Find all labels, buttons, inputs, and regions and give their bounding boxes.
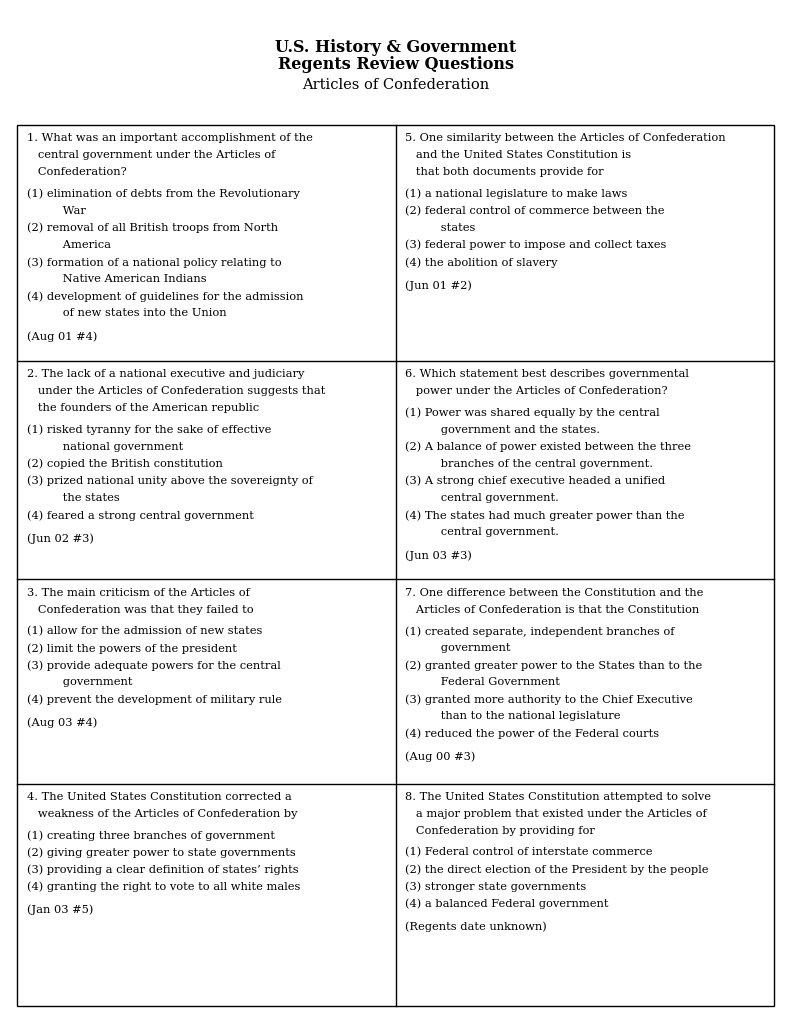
Text: 2. The lack of a national executive and judiciary: 2. The lack of a national executive and … — [27, 369, 305, 379]
Text: (4) prevent the development of military rule: (4) prevent the development of military … — [27, 694, 282, 705]
Text: (3) stronger state governments: (3) stronger state governments — [405, 882, 586, 892]
Text: (Jan 03 #5): (Jan 03 #5) — [27, 904, 93, 915]
Text: Confederation?: Confederation? — [27, 167, 127, 177]
Text: central government.: central government. — [419, 527, 559, 538]
Text: Native American Indians: Native American Indians — [41, 274, 206, 284]
Text: the founders of the American republic: the founders of the American republic — [27, 403, 259, 414]
Text: (2) federal control of commerce between the: (2) federal control of commerce between … — [405, 206, 664, 216]
Text: 1. What was an important accomplishment of the: 1. What was an important accomplishment … — [27, 133, 312, 143]
Text: Confederation by providing for: Confederation by providing for — [405, 826, 595, 836]
Text: (3) prized national unity above the sovereignty of: (3) prized national unity above the sove… — [27, 476, 312, 486]
Text: (4) feared a strong central government: (4) feared a strong central government — [27, 510, 254, 520]
Text: (2) limit the powers of the president: (2) limit the powers of the president — [27, 643, 237, 653]
Text: (4) granting the right to vote to all white males: (4) granting the right to vote to all wh… — [27, 882, 301, 892]
Text: (3) provide adequate powers for the central: (3) provide adequate powers for the cent… — [27, 660, 281, 671]
Text: (4) development of guidelines for the admission: (4) development of guidelines for the ad… — [27, 291, 304, 302]
Text: (1) Federal control of interstate commerce: (1) Federal control of interstate commer… — [405, 847, 653, 858]
Text: (Jun 02 #3): (Jun 02 #3) — [27, 534, 94, 544]
Text: (1) creating three branches of government: (1) creating three branches of governmen… — [27, 830, 275, 841]
Text: (1) Power was shared equally by the central: (1) Power was shared equally by the cent… — [405, 408, 660, 418]
Text: national government: national government — [41, 441, 184, 452]
Text: 7. One difference between the Constitution and the: 7. One difference between the Constituti… — [405, 588, 703, 598]
Text: Articles of Confederation: Articles of Confederation — [302, 78, 489, 92]
Text: Confederation was that they failed to: Confederation was that they failed to — [27, 604, 254, 614]
Bar — [17, 125, 774, 1006]
Text: weakness of the Articles of Confederation by: weakness of the Articles of Confederatio… — [27, 809, 297, 819]
Text: Federal Government: Federal Government — [419, 677, 560, 687]
Text: (2) giving greater power to state governments: (2) giving greater power to state govern… — [27, 847, 296, 858]
Text: power under the Articles of Confederation?: power under the Articles of Confederatio… — [405, 386, 668, 396]
Text: central government under the Articles of: central government under the Articles of — [27, 151, 275, 160]
Text: (Aug 03 #4): (Aug 03 #4) — [27, 718, 97, 728]
Text: (3) federal power to impose and collect taxes: (3) federal power to impose and collect … — [405, 240, 666, 251]
Text: and the United States Constitution is: and the United States Constitution is — [405, 151, 631, 160]
Text: government and the states.: government and the states. — [419, 425, 600, 434]
Text: (3) providing a clear definition of states’ rights: (3) providing a clear definition of stat… — [27, 864, 298, 874]
Text: under the Articles of Confederation suggests that: under the Articles of Confederation sugg… — [27, 386, 325, 396]
Text: 3. The main criticism of the Articles of: 3. The main criticism of the Articles of — [27, 588, 250, 598]
Text: than to the national legislature: than to the national legislature — [419, 712, 621, 721]
Text: (Regents date unknown): (Regents date unknown) — [405, 922, 547, 932]
Text: (2) removal of all British troops from North: (2) removal of all British troops from N… — [27, 223, 278, 233]
Text: (Jun 01 #2): (Jun 01 #2) — [405, 280, 472, 291]
Text: states: states — [419, 223, 475, 232]
Text: (4) a balanced Federal government: (4) a balanced Federal government — [405, 899, 608, 909]
Text: a major problem that existed under the Articles of: a major problem that existed under the A… — [405, 809, 706, 819]
Text: government: government — [41, 677, 133, 687]
Text: (Aug 00 #3): (Aug 00 #3) — [405, 752, 475, 762]
Text: (4) reduced the power of the Federal courts: (4) reduced the power of the Federal cou… — [405, 728, 659, 739]
Text: 4. The United States Constitution corrected a: 4. The United States Constitution correc… — [27, 792, 292, 802]
Text: U.S. History & Government: U.S. History & Government — [275, 39, 516, 56]
Text: (2) the direct election of the President by the people: (2) the direct election of the President… — [405, 864, 709, 874]
Text: (Aug 01 #4): (Aug 01 #4) — [27, 332, 97, 342]
Text: (2) copied the British constitution: (2) copied the British constitution — [27, 459, 223, 469]
Text: 5. One similarity between the Articles of Confederation: 5. One similarity between the Articles o… — [405, 133, 725, 143]
Text: the states: the states — [41, 493, 120, 503]
Text: (1) allow for the admission of new states: (1) allow for the admission of new state… — [27, 626, 263, 636]
Text: (3) formation of a national policy relating to: (3) formation of a national policy relat… — [27, 257, 282, 267]
Text: (4) The states had much greater power than the: (4) The states had much greater power th… — [405, 510, 684, 520]
Text: of new states into the Union: of new states into the Union — [41, 308, 227, 318]
Text: America: America — [41, 240, 111, 250]
Text: 8. The United States Constitution attempted to solve: 8. The United States Constitution attemp… — [405, 792, 711, 802]
Text: that both documents provide for: that both documents provide for — [405, 167, 604, 177]
Text: (3) A strong chief executive headed a unified: (3) A strong chief executive headed a un… — [405, 476, 665, 486]
Text: (2) A balance of power existed between the three: (2) A balance of power existed between t… — [405, 441, 691, 453]
Text: (1) a national legislature to make laws: (1) a national legislature to make laws — [405, 188, 627, 200]
Text: (1) created separate, independent branches of: (1) created separate, independent branch… — [405, 626, 675, 637]
Text: (3) granted more authority to the Chief Executive: (3) granted more authority to the Chief … — [405, 694, 693, 705]
Text: (2) granted greater power to the States than to the: (2) granted greater power to the States … — [405, 660, 702, 671]
Text: (1) elimination of debts from the Revolutionary: (1) elimination of debts from the Revolu… — [27, 188, 300, 200]
Text: central government.: central government. — [419, 493, 559, 503]
Text: (Jun 03 #3): (Jun 03 #3) — [405, 550, 472, 561]
Text: 6. Which statement best describes governmental: 6. Which statement best describes govern… — [405, 369, 689, 379]
Text: War: War — [41, 206, 86, 216]
Text: branches of the central government.: branches of the central government. — [419, 459, 653, 469]
Text: Articles of Confederation is that the Constitution: Articles of Confederation is that the Co… — [405, 604, 699, 614]
Text: Regents Review Questions: Regents Review Questions — [278, 56, 513, 74]
Text: (1) risked tyranny for the sake of effective: (1) risked tyranny for the sake of effec… — [27, 425, 271, 435]
Text: government: government — [419, 643, 511, 653]
Text: (4) the abolition of slavery: (4) the abolition of slavery — [405, 257, 558, 267]
